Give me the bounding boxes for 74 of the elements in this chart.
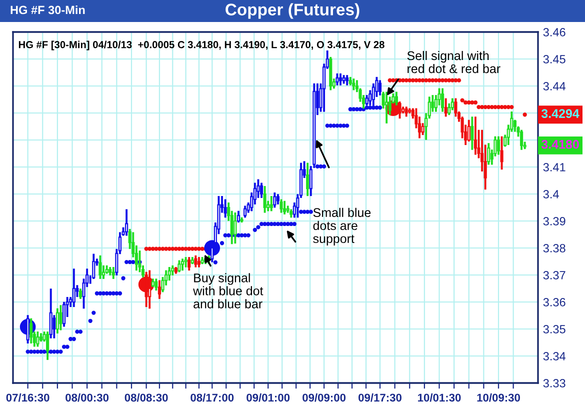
candlestick bbox=[496, 136, 500, 155]
text: 3.4294 bbox=[541, 109, 580, 118]
candlestick bbox=[352, 78, 356, 90]
y-tick-label: 3.44 bbox=[543, 82, 566, 90]
y-tick-label: 3.37 bbox=[543, 271, 566, 280]
candlestick bbox=[244, 206, 247, 218]
candlestick bbox=[441, 88, 444, 112]
candlestick bbox=[184, 257, 188, 268]
candlestick bbox=[158, 280, 162, 299]
candlestick bbox=[378, 80, 382, 96]
candlestick bbox=[56, 308, 59, 334]
candlestick bbox=[394, 92, 398, 106]
point bbox=[460, 98, 464, 102]
y-tick-label: 3.46 bbox=[543, 28, 566, 36]
x-tick-label: 09/17:30 bbox=[358, 393, 402, 402]
candlestick bbox=[336, 73, 339, 86]
candlestick bbox=[474, 116, 478, 155]
y-tick-label: 3.4 bbox=[543, 190, 559, 198]
candlestick bbox=[154, 278, 158, 291]
y-tick-label: 3.36 bbox=[543, 298, 566, 306]
x-tick-label: 07/16:30 bbox=[6, 393, 50, 402]
y-tick-label: 3.38 bbox=[543, 244, 566, 252]
candlestick bbox=[338, 73, 342, 86]
point bbox=[456, 78, 462, 82]
candlestick bbox=[224, 199, 227, 218]
point bbox=[522, 112, 527, 117]
text: HG #F [30-Min] 04/10/13 +0.0005 C 3.4180, H 3.4190, L 3.4170, O 3.4175, V 28 bbox=[18, 40, 384, 50]
y-tick-label: 3.34 bbox=[543, 352, 566, 360]
candlestick bbox=[306, 162, 310, 196]
candlestick bbox=[273, 192, 276, 208]
candlestick bbox=[112, 267, 115, 279]
candlestick bbox=[263, 186, 266, 213]
point bbox=[473, 100, 478, 105]
annotation: Sell signal with red dot & red bar bbox=[407, 50, 500, 74]
x-tick-label: 08/08:30 bbox=[124, 393, 168, 402]
annotation: Small blue dots are support bbox=[313, 208, 371, 246]
text: 3.4180 bbox=[541, 140, 579, 149]
candlestick bbox=[125, 209, 128, 236]
candlestick bbox=[487, 143, 490, 165]
candlestick bbox=[188, 257, 191, 271]
point bbox=[510, 104, 514, 110]
y-tick-label: 3.41 bbox=[543, 163, 566, 172]
candlestick bbox=[283, 200, 286, 214]
x-tick-label: 09/09:00 bbox=[302, 393, 346, 402]
candlestick bbox=[178, 260, 181, 272]
x-tick-label: 08/17:00 bbox=[190, 393, 234, 402]
candlestick bbox=[49, 288, 52, 338]
candlestick bbox=[30, 318, 33, 344]
candlestick bbox=[36, 332, 40, 347]
y-tick-label: 3.39 bbox=[543, 217, 566, 226]
y-tick-label: 3.33 bbox=[543, 379, 566, 388]
candlestick bbox=[470, 116, 474, 150]
x-tick-label: 09/01:00 bbox=[246, 393, 290, 402]
candlestick bbox=[280, 199, 283, 213]
candlestick bbox=[385, 92, 388, 124]
candlestick bbox=[180, 258, 184, 271]
candlestick bbox=[444, 98, 448, 117]
y-tick-label: 3.45 bbox=[543, 55, 566, 64]
candlestick bbox=[500, 136, 504, 170]
candlestick bbox=[98, 255, 102, 279]
candlestick bbox=[270, 196, 273, 212]
x-tick-label: 10/09:30 bbox=[477, 393, 520, 402]
chart-title: Copper (Futures) bbox=[226, 3, 360, 19]
candlestick bbox=[467, 120, 470, 142]
text: HG #F 30-Min bbox=[10, 6, 85, 14]
candlestick bbox=[260, 182, 264, 198]
y-tick-label: 3.35 bbox=[543, 325, 566, 334]
annotation: Buy signal with blue dot and blue bar bbox=[193, 273, 264, 308]
candlestick bbox=[194, 255, 198, 268]
x-tick-label: 10/01:30 bbox=[418, 393, 461, 402]
candlestick bbox=[520, 130, 524, 150]
candlestick bbox=[59, 305, 62, 330]
x-tick-label: 08/00:30 bbox=[66, 393, 109, 402]
candlestick bbox=[72, 268, 76, 308]
